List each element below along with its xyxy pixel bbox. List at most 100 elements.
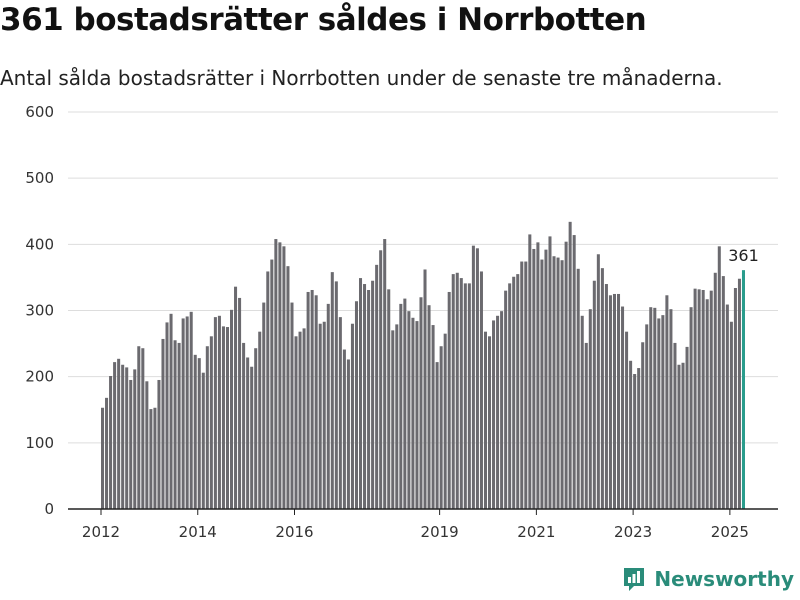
bar xyxy=(717,246,721,509)
y-tick-label: 0 xyxy=(44,500,54,518)
bar xyxy=(165,322,169,509)
x-tick-label: 2016 xyxy=(275,523,313,541)
bar xyxy=(221,326,225,509)
bar xyxy=(399,303,403,509)
bar xyxy=(721,276,725,509)
bar xyxy=(693,288,697,509)
y-tick-label: 100 xyxy=(25,434,54,452)
bar xyxy=(173,340,177,509)
bar xyxy=(592,280,596,509)
bar xyxy=(540,259,544,509)
bar xyxy=(105,397,109,509)
x-tick-label: 2025 xyxy=(711,523,749,541)
bar xyxy=(483,331,487,509)
bar xyxy=(516,274,520,509)
newsworthy-logo-icon xyxy=(624,568,645,591)
bar xyxy=(294,336,298,509)
bar xyxy=(459,278,463,509)
bar xyxy=(346,359,350,509)
bar xyxy=(488,336,492,509)
bar xyxy=(677,364,681,509)
bar xyxy=(213,317,217,509)
bar xyxy=(431,325,435,509)
bar xyxy=(532,248,536,509)
bar xyxy=(161,338,165,509)
bar xyxy=(608,295,612,509)
bar xyxy=(564,241,568,509)
bar xyxy=(604,284,608,509)
bar xyxy=(262,302,266,509)
bar xyxy=(145,381,149,509)
bar xyxy=(661,315,665,509)
bar xyxy=(415,321,419,509)
bar xyxy=(669,309,673,509)
bar xyxy=(689,307,693,509)
bar xyxy=(665,295,669,509)
bar xyxy=(125,367,129,509)
bar xyxy=(612,293,616,509)
bar xyxy=(290,302,294,509)
bar xyxy=(254,348,258,509)
bar xyxy=(475,248,479,510)
latest-value-label: 361 xyxy=(728,246,759,265)
bar xyxy=(342,349,346,509)
y-tick-label: 300 xyxy=(25,302,54,320)
bar xyxy=(121,364,125,509)
bar xyxy=(439,346,443,509)
bar xyxy=(242,342,246,509)
y-tick-label: 400 xyxy=(25,235,54,253)
chart-title: 361 bostadsrätter såldes i Norrbotten xyxy=(0,2,647,38)
bar xyxy=(451,274,455,509)
bar xyxy=(133,369,137,509)
bar xyxy=(419,297,423,509)
bar xyxy=(201,372,205,509)
bar xyxy=(600,268,604,509)
bar xyxy=(588,309,592,509)
bar xyxy=(556,257,560,509)
bar xyxy=(580,315,584,509)
bar xyxy=(649,307,653,509)
bar xyxy=(334,281,338,509)
bar xyxy=(536,242,540,509)
bar xyxy=(238,297,242,509)
bar xyxy=(435,362,439,509)
bar-chart: 0 100 200 300 400 500 600 2012 2014 2016 2019 2021 2… xyxy=(25,103,778,541)
bar xyxy=(729,321,733,509)
bar xyxy=(322,321,326,509)
bar xyxy=(479,271,483,509)
bar xyxy=(725,304,729,509)
bar xyxy=(500,311,504,509)
bar xyxy=(157,379,161,509)
bar xyxy=(330,272,334,509)
bar xyxy=(391,330,395,509)
bar xyxy=(137,346,141,509)
x-tick-label: 2023 xyxy=(614,523,652,541)
bar xyxy=(572,235,576,509)
bar xyxy=(681,362,685,509)
bar xyxy=(552,256,556,509)
bar xyxy=(274,239,278,510)
bar xyxy=(314,295,318,509)
bar xyxy=(520,261,524,509)
bar xyxy=(625,331,629,509)
bar xyxy=(250,366,254,509)
brand-footer[interactable]: Newsworthy xyxy=(622,566,794,592)
bar xyxy=(508,283,512,509)
bar xyxy=(338,317,342,509)
bar xyxy=(230,309,234,509)
bar xyxy=(443,333,447,509)
bar xyxy=(568,221,572,509)
bar xyxy=(713,272,717,509)
chart-subtitle: Antal sålda bostadsrätter i Norrbotten u… xyxy=(0,66,723,90)
bar xyxy=(524,261,528,509)
bar xyxy=(709,290,713,509)
bar xyxy=(673,342,677,509)
bar xyxy=(326,303,330,509)
bar xyxy=(548,236,552,509)
bar xyxy=(149,409,153,509)
bar xyxy=(407,311,411,509)
bar xyxy=(737,278,741,509)
bar xyxy=(286,266,290,509)
bar xyxy=(278,242,282,509)
y-tick-label: 200 xyxy=(25,368,54,386)
